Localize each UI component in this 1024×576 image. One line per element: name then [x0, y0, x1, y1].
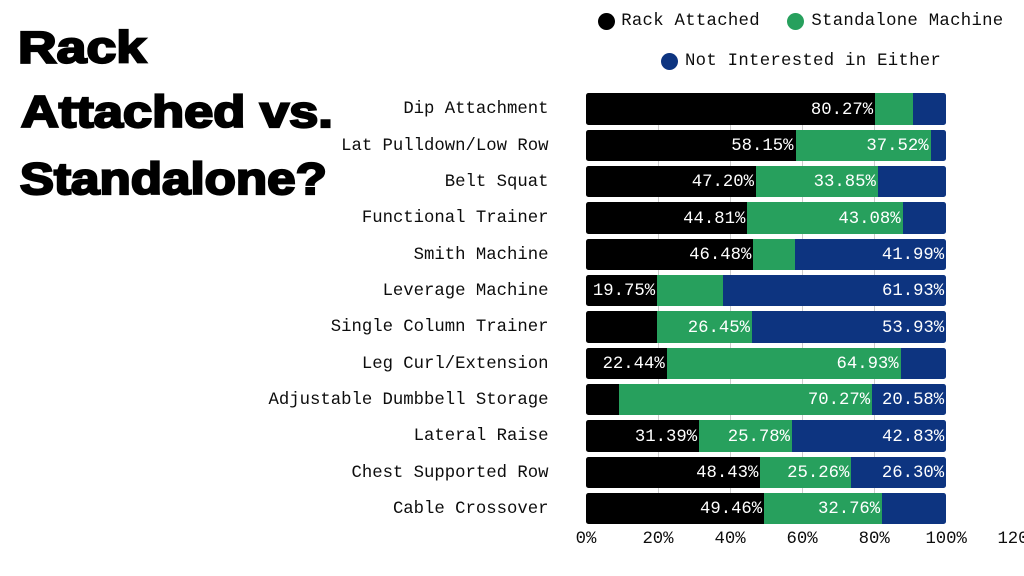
svg-text:Rack: Rack [18, 22, 146, 72]
svg-text:Attached vs.: Attached vs. [21, 87, 333, 137]
svg-text:Standalone?: Standalone? [20, 154, 327, 204]
